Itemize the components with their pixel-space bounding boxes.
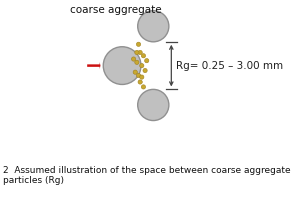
Text: coarse aggregate: coarse aggregate xyxy=(70,5,161,15)
Circle shape xyxy=(138,50,142,55)
Text: Rg= 0.25 – 3.00 mm: Rg= 0.25 – 3.00 mm xyxy=(176,61,284,71)
Circle shape xyxy=(133,70,137,74)
Circle shape xyxy=(138,11,169,42)
Circle shape xyxy=(131,57,136,61)
Circle shape xyxy=(145,59,149,63)
Circle shape xyxy=(140,63,144,68)
Text: 2  Assumed illustration of the space between coarse aggregate particles (Rg): 2 Assumed illustration of the space betw… xyxy=(3,166,291,185)
Circle shape xyxy=(141,85,146,89)
Circle shape xyxy=(135,50,139,55)
Circle shape xyxy=(103,47,141,84)
Circle shape xyxy=(135,60,139,64)
Circle shape xyxy=(140,75,144,79)
Circle shape xyxy=(141,54,146,58)
Circle shape xyxy=(136,42,141,46)
Circle shape xyxy=(136,73,141,78)
Circle shape xyxy=(138,89,169,121)
Circle shape xyxy=(138,80,142,84)
Circle shape xyxy=(143,68,147,73)
